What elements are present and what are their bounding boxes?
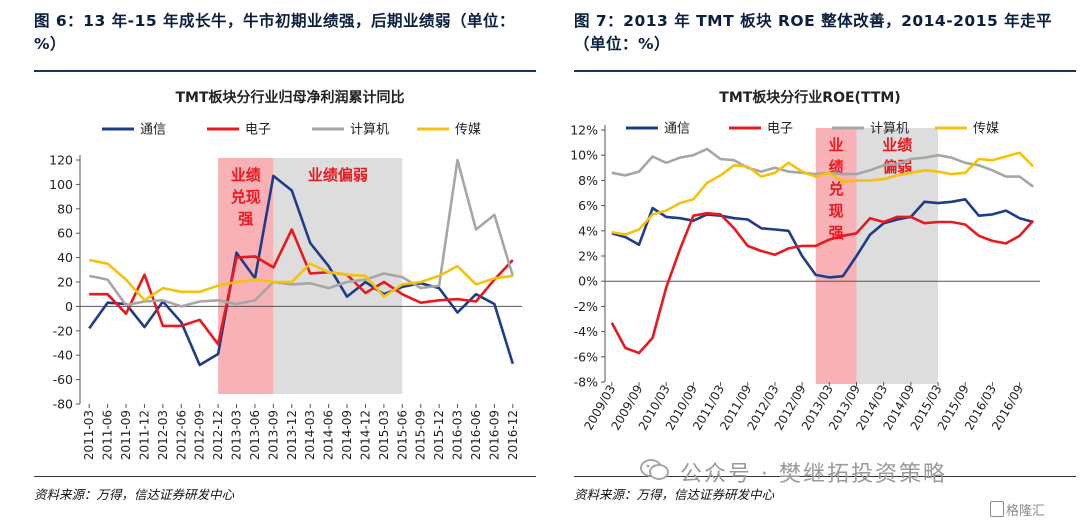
y-tick-label: -80 <box>53 397 73 412</box>
figure-6-divider <box>34 70 536 72</box>
y-tick-label: -40 <box>53 348 73 363</box>
x-tick-label: 2011-03 <box>82 410 96 460</box>
legend-label: 电子 <box>767 122 793 137</box>
x-tick-label: 2015-03 <box>377 410 391 460</box>
x-tick-label: 2011-06 <box>101 410 115 460</box>
legend-label: 电子 <box>245 123 271 138</box>
x-tick-label: 2015-09 <box>414 410 428 460</box>
series-line-计算机 <box>88 158 515 308</box>
legend-label: 传媒 <box>455 123 481 138</box>
figure-6-title: 图 6：13 年-15 年成长牛，牛市初期业绩强，后期业绩弱（单位：%） <box>34 12 516 53</box>
y-tick-label: 20 <box>57 275 73 290</box>
legend-label: 传媒 <box>973 122 999 137</box>
x-tick-label: 2014-06 <box>322 410 336 460</box>
y-tick-label: 4% <box>578 223 598 238</box>
legend-label: 通信 <box>664 122 690 137</box>
x-tick-label: 2014-03 <box>303 410 317 460</box>
figure-6-panel: 图 6：13 年-15 年成长牛，牛市初期业绩强，后期业绩弱（单位：%） TMT… <box>34 12 536 502</box>
y-tick-label: 0 <box>65 299 73 314</box>
x-tick-label: 2013-12 <box>285 410 299 460</box>
y-tick-label: 80 <box>57 201 73 216</box>
chart-title: TMT板块分行业ROE(TTM) <box>719 89 900 106</box>
y-tick-label: -8% <box>574 375 598 390</box>
x-tick-label: 2015-12 <box>432 410 446 460</box>
legend-label: 通信 <box>140 123 166 138</box>
x-tick-label: 2012-12 <box>211 410 225 460</box>
x-tick-label: 2015-06 <box>395 410 409 460</box>
annotation-label: 业绩偏弱 <box>308 166 368 184</box>
x-tick-label: 2011-09 <box>119 410 133 460</box>
y-tick-label: 6% <box>578 198 598 213</box>
y-tick-label: 0% <box>578 274 598 289</box>
figure-6-bottom-rule <box>34 476 536 477</box>
figure-7-panel: 图 7：2013 年 TMT 板块 ROE 整体改善，2014-2015 年走平… <box>540 0 1080 524</box>
x-tick-label: 2012-09 <box>193 410 207 460</box>
y-tick-label: 2% <box>578 249 598 264</box>
corner-logo-icon <box>990 501 1004 517</box>
y-tick-label: -20 <box>53 323 73 338</box>
y-tick-label: 12% <box>570 123 598 138</box>
x-tick-label: 2013-09 <box>266 410 280 460</box>
annotation-region <box>218 158 274 394</box>
figure-7-divider <box>574 70 1076 72</box>
x-tick-label: 2016-06 <box>469 410 483 460</box>
series-line-通信 <box>88 174 515 367</box>
series-line-传媒 <box>611 151 1035 236</box>
series-line-传媒 <box>88 258 513 302</box>
y-tick-label: 120 <box>49 153 73 168</box>
series-line-通信 <box>611 198 1034 279</box>
x-tick-label: 2014-12 <box>358 410 372 460</box>
annotation-label: 业绩兑现强 <box>231 166 261 228</box>
x-tick-label: 2014-09 <box>340 410 354 460</box>
series-line-电子 <box>610 211 1035 355</box>
y-tick-label: -4% <box>574 324 598 339</box>
corner-logo-text: 格隆汇 <box>1006 504 1046 519</box>
figure-7-source: 资料来源：万得，信达证券研发中心 <box>574 487 775 502</box>
y-tick-label: -60 <box>53 372 73 387</box>
annotation-label: 业绩兑现强 <box>829 136 844 242</box>
figure-7-title: 图 7：2013 年 TMT 板块 ROE 整体改善，2014-2015 年走平… <box>574 12 1053 53</box>
x-tick-label: 2012-06 <box>174 410 188 460</box>
x-tick-label: 2013-03 <box>230 410 244 460</box>
y-tick-label: 40 <box>57 250 73 265</box>
y-tick-label: -6% <box>574 349 598 364</box>
legend-label: 计算机 <box>870 122 909 137</box>
chart-title: TMT板块分行业归母净利润累计同比 <box>175 89 404 106</box>
x-tick-label: 2016-03 <box>451 410 465 460</box>
figure-7-chart: TMT板块分行业ROE(TTM)业绩兑现强业绩偏弱-8%-6%-4%-2%0%2… <box>570 89 1040 433</box>
y-tick-label: -2% <box>574 299 598 314</box>
annotation-region <box>815 128 857 384</box>
y-tick-label: 8% <box>578 173 598 188</box>
watermark-text: 公众号 · 樊继拓投资策略 <box>680 462 947 487</box>
wechat-icon <box>640 459 669 480</box>
y-tick-label: 60 <box>57 226 73 241</box>
series-line-电子 <box>89 228 514 346</box>
x-tick-label: 2011-12 <box>137 410 151 460</box>
legend-label: 计算机 <box>350 123 389 138</box>
x-tick-label: 2013-06 <box>248 410 262 460</box>
y-tick-label: 10% <box>570 148 598 163</box>
y-tick-label: 100 <box>49 177 73 192</box>
x-tick-label: 2016-09 <box>487 410 501 460</box>
figure-7-bottom-rule <box>574 476 1076 477</box>
x-tick-label: 2012-03 <box>156 410 170 460</box>
figure-6-source: 资料来源：万得，信达证券研发中心 <box>34 487 235 502</box>
x-tick-label: 2016-12 <box>506 410 520 460</box>
